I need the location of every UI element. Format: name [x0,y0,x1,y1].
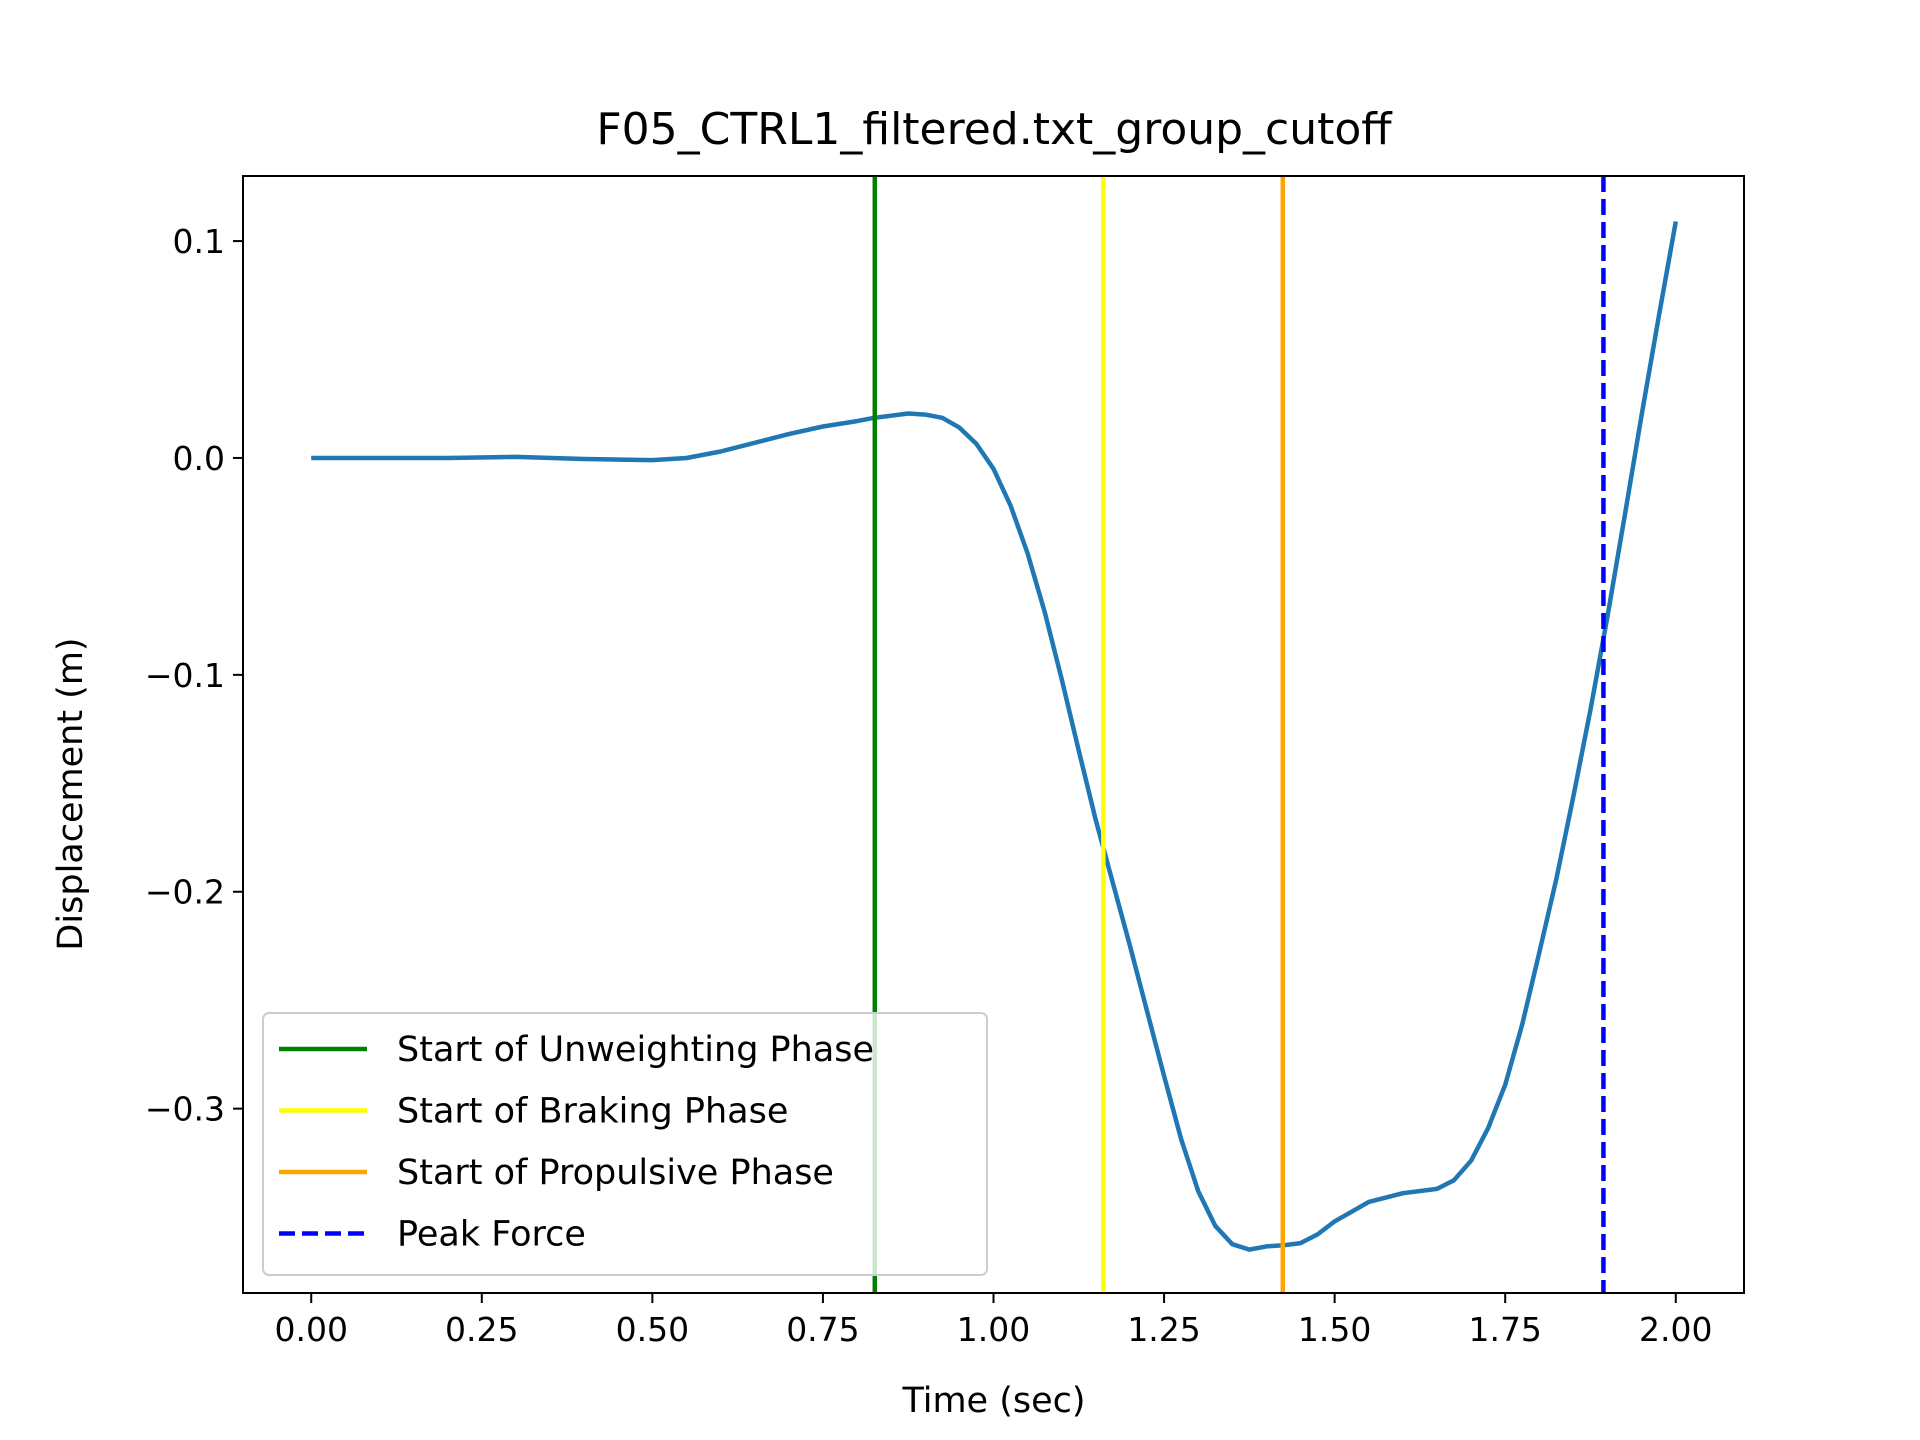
x-tick-label-6: 1.50 [1298,1310,1371,1349]
y-tick-label-0: 0.1 [173,222,225,261]
x-tick-label-1: 0.25 [445,1310,518,1349]
x-tick-label-3: 0.75 [786,1310,859,1349]
y-tick-label-3: −0.2 [145,873,225,912]
plot-marks [311,176,1679,1293]
legend-box [262,1012,988,1276]
axis-ticks: 0.00 0.25 0.50 0.75 1.00 1.25 1.50 1.75 2.00 0.1 0… [145,222,1713,1349]
displacement-line-0 [311,221,1679,1252]
x-tick-label-5: 1.25 [1127,1310,1200,1349]
x-tick-label-0: 0.00 [274,1310,347,1349]
x-axis-label: Time (sec) [901,1381,1085,1421]
x-tick-label-8: 2.00 [1639,1310,1712,1349]
x-tick-label-7: 1.75 [1468,1310,1541,1349]
legend-label-3: Peak Force [397,1215,586,1255]
x-tick-label-2: 0.50 [616,1310,689,1349]
x-tick-label-4: 1.00 [957,1310,1030,1349]
plot-area [242,175,1745,1294]
legend-label-2: Start of Propulsive Phase [397,1153,834,1193]
chart-title: F05_CTRL1_filtered.txt_group_cutoff [596,104,1393,155]
legend-label-0: Start of Unweighting Phase [397,1030,874,1070]
legend: Start of Unweighting Phase Start of Braki… [262,1012,988,1276]
y-axis-label: Displacement (m) [51,637,91,950]
y-tick-label-4: −0.3 [145,1090,225,1129]
y-tick-label-1: 0.0 [173,439,225,478]
legend-label-1: Start of Braking Phase [397,1092,788,1132]
y-tick-label-2: −0.1 [145,656,225,695]
